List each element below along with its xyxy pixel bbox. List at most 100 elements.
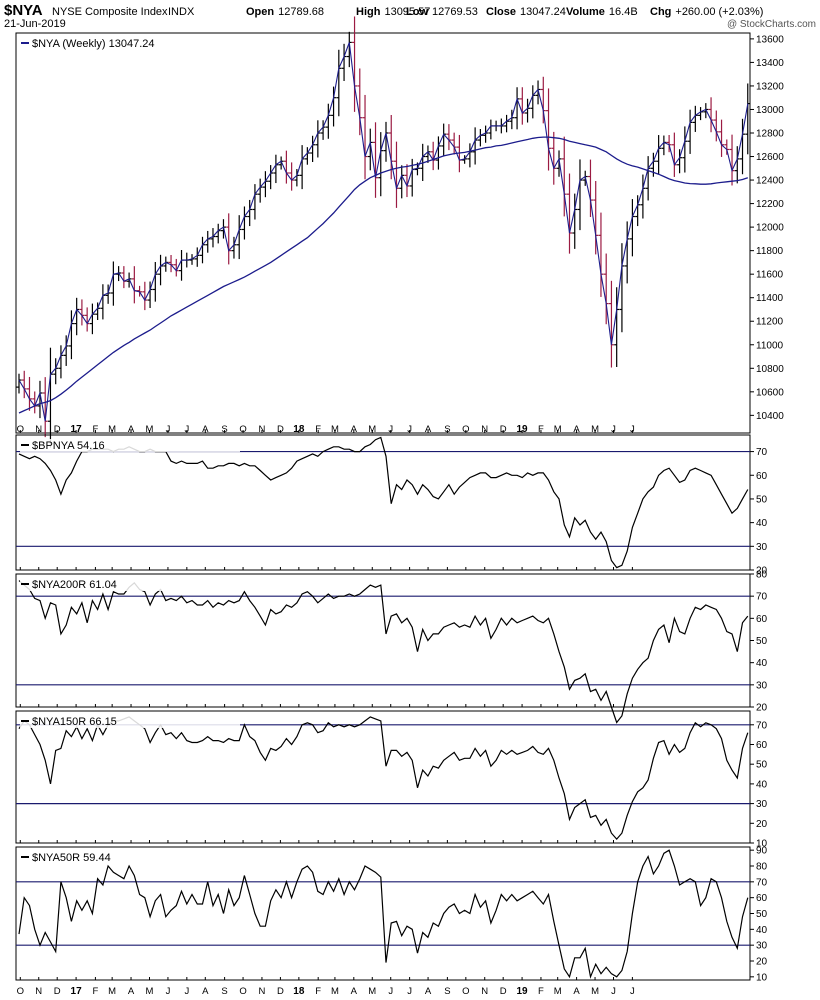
ohlc-value: 16.4B xyxy=(609,6,638,18)
ohlc-close: Close 13047.24 xyxy=(486,6,566,18)
price-bar xyxy=(200,236,205,264)
price-bar xyxy=(179,250,185,281)
ohlc-high: High 13095.57 xyxy=(356,6,430,18)
ohlc-label: Low xyxy=(406,6,428,18)
price-bar xyxy=(100,284,106,320)
y-tick-label: 30 xyxy=(756,680,768,691)
exchange: INDX xyxy=(168,6,195,18)
y-tick-label: 50 xyxy=(756,636,768,647)
price-bar xyxy=(252,184,258,220)
x-tick-label: A xyxy=(573,986,580,997)
x-tick-label: A xyxy=(202,424,209,435)
price-bar xyxy=(687,109,693,154)
ohlc-value: 13095.57 xyxy=(384,6,430,18)
price-bar xyxy=(567,173,572,254)
y-tick-label: 30 xyxy=(756,542,768,553)
price-bar xyxy=(708,97,714,133)
x-tick-label: S xyxy=(221,986,227,997)
price-bar xyxy=(446,124,452,151)
panel-label: $NYA150R 66.15 xyxy=(32,716,117,728)
x-tick-label: A xyxy=(128,424,135,435)
price-bar xyxy=(226,213,232,265)
x-tick-label: D xyxy=(54,986,61,997)
y-tick-label: 50 xyxy=(756,760,768,771)
indicator-line xyxy=(18,436,749,569)
x-tick-label: D xyxy=(54,424,61,435)
y-tick-label: 40 xyxy=(756,658,768,669)
price-bar xyxy=(110,261,116,306)
x-tick-label: A xyxy=(351,986,358,997)
x-tick-label: M xyxy=(108,986,116,997)
price-bar xyxy=(525,98,531,123)
price-bar xyxy=(504,114,510,133)
x-tick-label: S xyxy=(444,986,450,997)
price-bar xyxy=(519,87,525,125)
x-tick-label: D xyxy=(500,424,507,435)
y-tick-label: 40 xyxy=(756,518,768,529)
panel-frame xyxy=(15,434,751,571)
x-tick-label: A xyxy=(128,986,135,997)
x-tick-label: D xyxy=(277,986,284,997)
y-tick-label: 30 xyxy=(756,799,768,810)
indicator-line xyxy=(18,849,749,979)
price-bar xyxy=(362,94,368,180)
price-bar xyxy=(58,345,64,379)
price-bar xyxy=(671,132,677,177)
ohlc-volume: Volume 16.4B xyxy=(566,6,638,18)
panel-0: 10400 10600 10800 11000 11200 11400 11600 11800… xyxy=(15,16,784,448)
price-bar xyxy=(577,159,583,231)
x-tick-label: 18 xyxy=(293,986,305,997)
watermark: @ StockCharts.com xyxy=(727,19,816,30)
y-tick-label: 40 xyxy=(756,779,768,790)
y-tick-label: 90 xyxy=(756,846,768,857)
ohlc-label: Volume xyxy=(566,6,605,18)
price-bar xyxy=(514,87,520,130)
x-tick-label: F xyxy=(315,986,321,997)
x-tick-label: F xyxy=(92,424,98,435)
y-tick-label: 60 xyxy=(756,893,768,904)
x-tick-label: M xyxy=(331,986,339,997)
y-tick-label: 11800 xyxy=(756,246,784,257)
price-bar xyxy=(551,131,557,185)
y-tick-label: 60 xyxy=(756,740,768,751)
price-bar xyxy=(158,254,164,286)
y-tick-label: 70 xyxy=(756,720,768,731)
y-tick-label: 10 xyxy=(756,972,768,983)
y-tick-label: 11000 xyxy=(756,340,784,351)
y-tick-label: 12800 xyxy=(756,129,784,140)
x-tick-label: 17 xyxy=(71,424,83,435)
price-bar xyxy=(724,139,730,155)
price-bar xyxy=(236,215,242,260)
price-bar xyxy=(289,162,295,191)
x-tick-label: J xyxy=(611,986,616,997)
price-bar xyxy=(719,119,725,157)
y-tick-label: 13600 xyxy=(756,34,784,45)
x-tick-label: F xyxy=(315,424,321,435)
price-bar xyxy=(152,262,158,302)
panel-legend: $NYA200R 61.04 xyxy=(20,578,240,591)
price-bar xyxy=(393,141,399,208)
price-bar xyxy=(399,165,405,199)
y-tick-label: 13200 xyxy=(756,81,784,92)
y-tick-label: 10400 xyxy=(756,411,784,422)
price-bar xyxy=(21,370,27,399)
index-name: NYSE Composite Index xyxy=(52,6,168,18)
x-tick-label: J xyxy=(388,424,393,435)
price-bar xyxy=(331,86,337,127)
x-axis: O N D 17 F M A M J J A S O N D 18 F M A M J J A S O N D 19 F M A M J JO N D… xyxy=(17,424,635,997)
x-tick-label: F xyxy=(538,986,544,997)
x-tick-label: J xyxy=(407,424,412,435)
x-tick-label: S xyxy=(221,424,227,435)
x-tick-label: A xyxy=(202,986,209,997)
panel-label: $NYA200R 61.04 xyxy=(32,579,117,591)
moving-average-line xyxy=(18,136,749,414)
price-bar xyxy=(546,88,552,171)
price-bar xyxy=(378,132,384,197)
y-tick-label: 12200 xyxy=(756,199,784,210)
price-bar xyxy=(357,68,363,136)
indicator-line xyxy=(18,716,749,841)
price-bar xyxy=(608,280,614,368)
panel-legend: $NYA (Weekly) 13047.24 xyxy=(20,37,240,50)
ohlc-label: Chg xyxy=(650,6,671,18)
